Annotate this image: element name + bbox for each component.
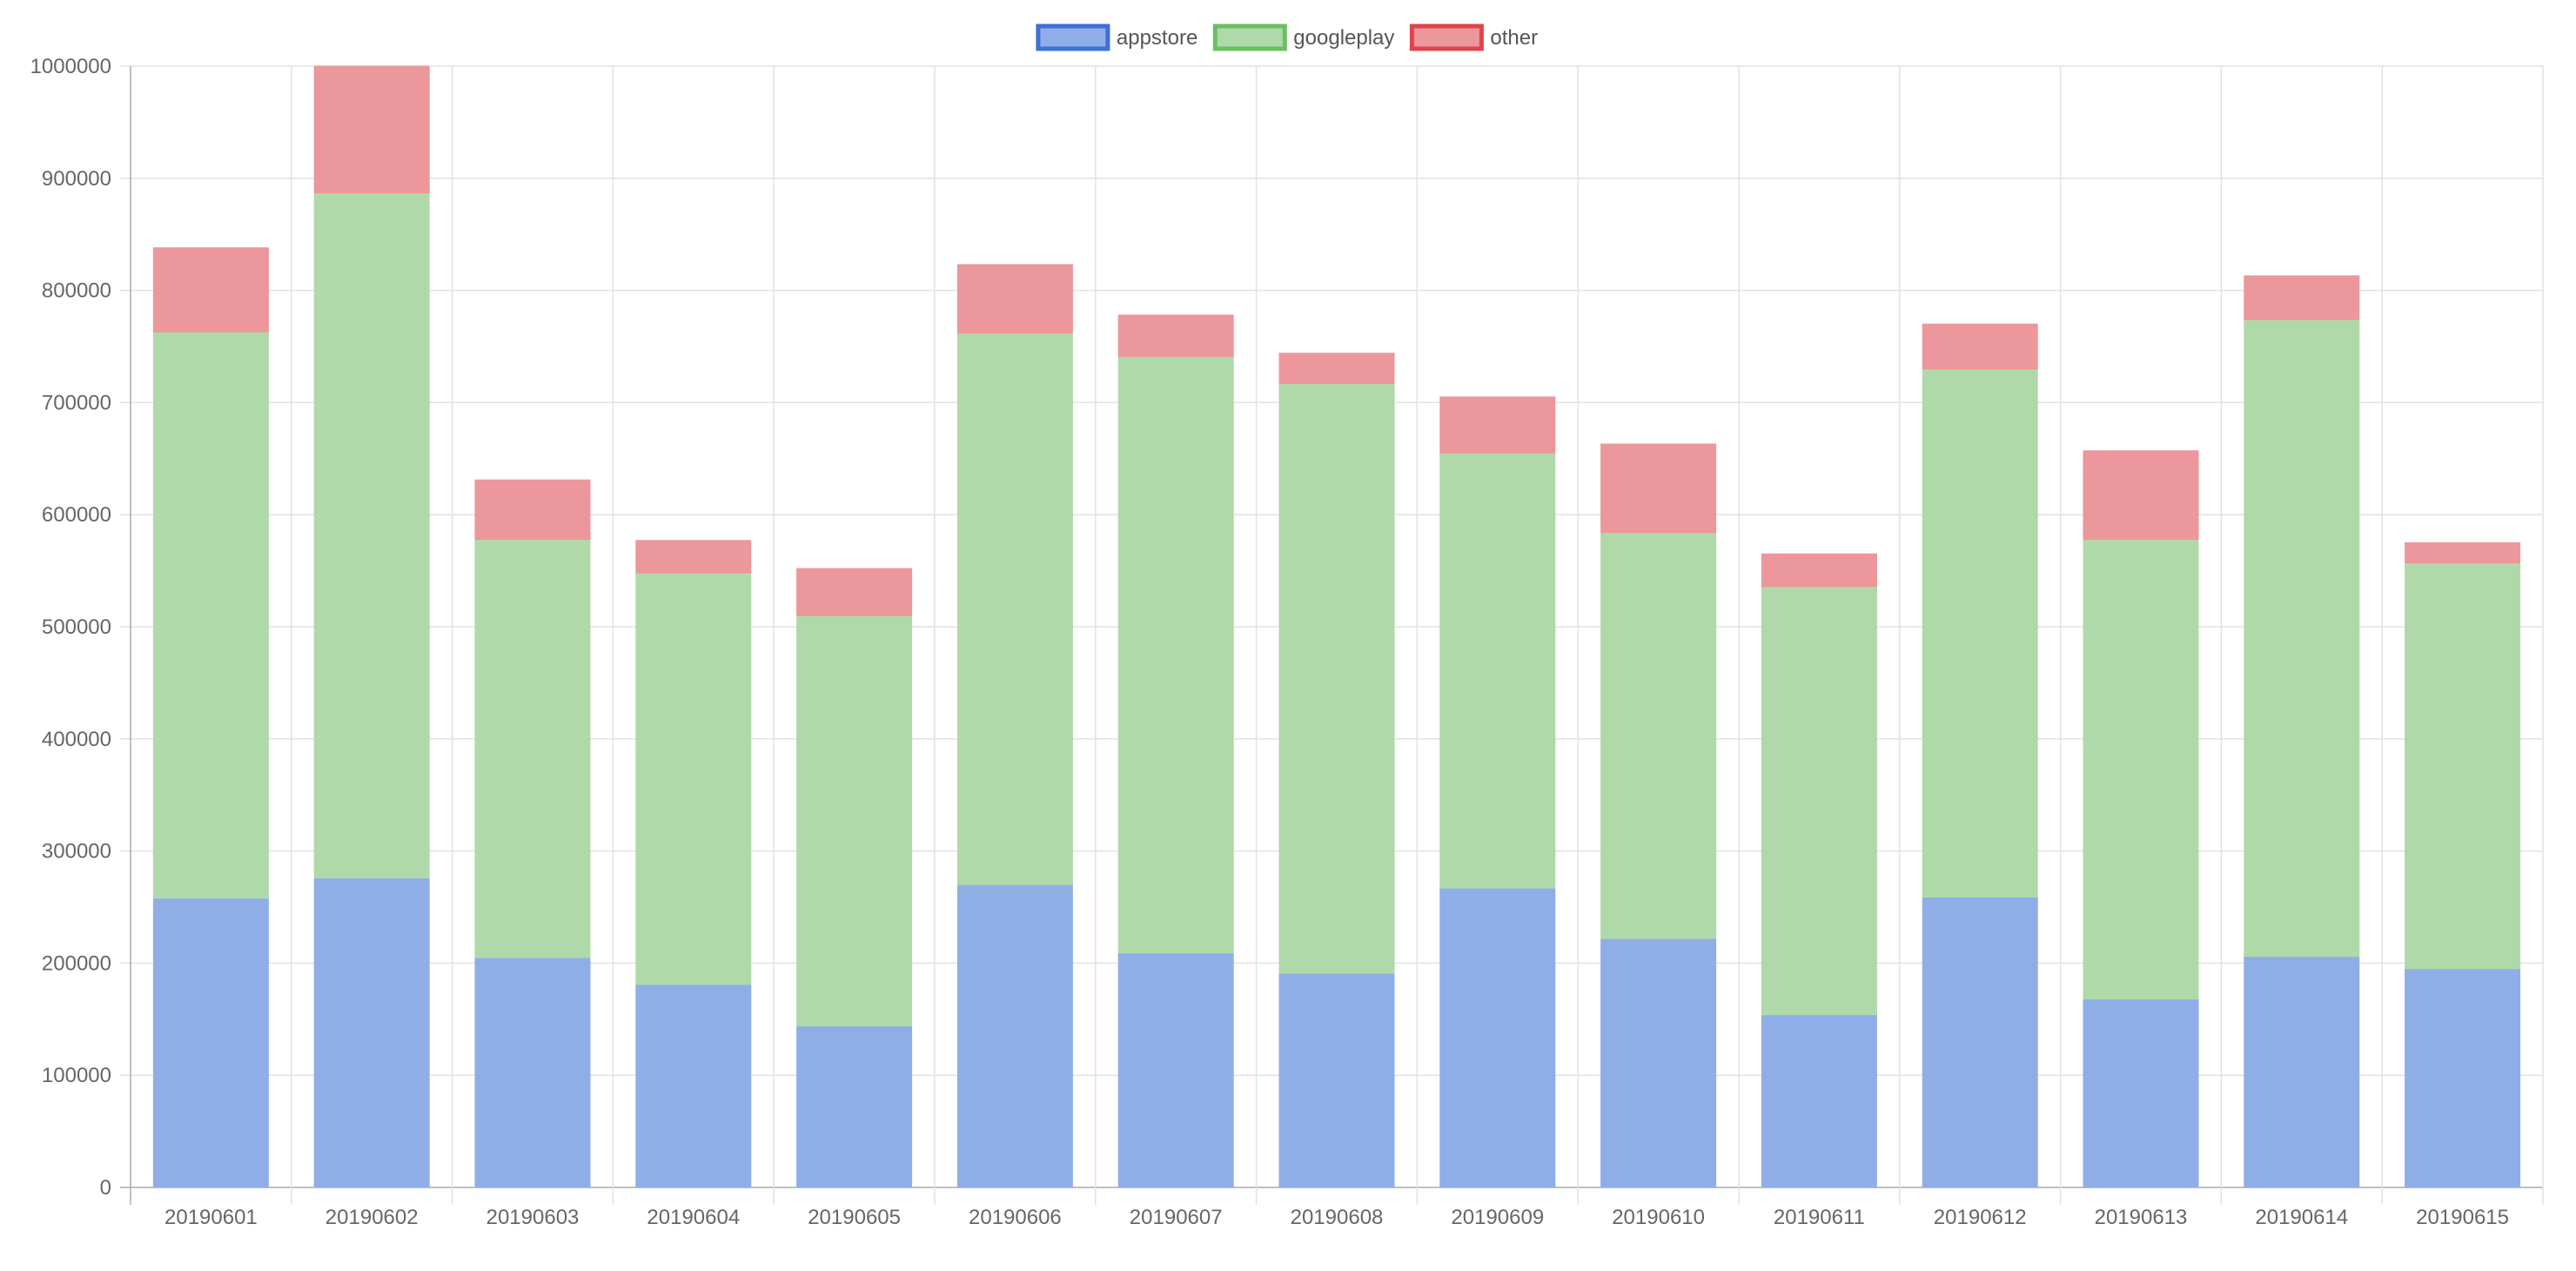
x-tick-label: 20190605 xyxy=(808,1206,901,1229)
bar-googleplay-20190602[interactable] xyxy=(313,192,430,879)
y-tick-label: 400000 xyxy=(42,728,111,751)
y-tick-label: 1000000 xyxy=(30,55,111,78)
bar-googleplay-20190614[interactable] xyxy=(2244,319,2360,958)
bar-appstore-20190608[interactable] xyxy=(1278,972,1395,1188)
legend-label: appstore xyxy=(1117,26,1197,50)
y-tick-label: 300000 xyxy=(42,840,111,864)
bar-googleplay-20190615[interactable] xyxy=(2405,562,2521,970)
bar-googleplay-20190604[interactable] xyxy=(635,572,752,985)
bar-other-20190609[interactable] xyxy=(1439,396,1556,454)
bar-googleplay-20190607[interactable] xyxy=(1117,356,1234,954)
bar-appstore-20190609[interactable] xyxy=(1439,887,1556,1188)
bar-appstore-20190603[interactable] xyxy=(474,957,591,1188)
y-tick-label: 500000 xyxy=(42,615,111,639)
bar-other-20190615[interactable] xyxy=(2405,541,2521,564)
y-tick-label: 0 xyxy=(100,1176,111,1200)
bar-appstore-20190602[interactable] xyxy=(313,878,430,1188)
legend-item-other[interactable]: other xyxy=(1409,24,1538,51)
legend-label: googleplay xyxy=(1293,26,1394,50)
x-tick-label: 20190612 xyxy=(1934,1206,2027,1229)
bar-appstore-20190610[interactable] xyxy=(1600,938,1717,1188)
bar-googleplay-20190613[interactable] xyxy=(2083,539,2199,1000)
bar-googleplay-20190609[interactable] xyxy=(1439,452,1556,889)
x-tick-label: 20190602 xyxy=(325,1206,419,1229)
bar-other-20190610[interactable] xyxy=(1600,443,1717,534)
bar-googleplay-20190610[interactable] xyxy=(1600,532,1717,939)
bar-appstore-20190604[interactable] xyxy=(635,984,752,1188)
bar-appstore-20190612[interactable] xyxy=(1922,896,2038,1188)
x-tick-label: 20190607 xyxy=(1130,1206,1223,1229)
bar-appstore-20190601[interactable] xyxy=(152,898,269,1188)
bar-googleplay-20190612[interactable] xyxy=(1922,368,2038,898)
bar-appstore-20190606[interactable] xyxy=(956,884,1073,1188)
axes: 0 100000 200000 300000 400000 500000 600000 700… xyxy=(30,55,2509,1229)
bar-googleplay-20190608[interactable] xyxy=(1278,383,1395,974)
y-tick-label: 900000 xyxy=(42,167,111,191)
bar-other-20190614[interactable] xyxy=(2244,275,2360,320)
bar-other-20190606[interactable] xyxy=(956,264,1073,334)
bar-googleplay-20190603[interactable] xyxy=(474,539,591,958)
legend-swatch xyxy=(1409,24,1484,51)
x-tick-label: 20190609 xyxy=(1451,1206,1544,1229)
legend-swatch xyxy=(1212,24,1287,51)
legend-item-appstore[interactable]: appstore xyxy=(1036,24,1197,51)
bar-googleplay-20190611[interactable] xyxy=(1761,586,1877,1016)
bar-other-20190608[interactable] xyxy=(1278,353,1395,385)
bar-other-20190605[interactable] xyxy=(796,568,913,616)
x-tick-label: 20190615 xyxy=(2416,1206,2509,1229)
bar-other-20190603[interactable] xyxy=(474,479,591,541)
bar-other-20190612[interactable] xyxy=(1922,323,2038,370)
bar-other-20190602[interactable] xyxy=(313,65,430,194)
bar-appstore-20190607[interactable] xyxy=(1117,952,1234,1188)
bar-other-20190611[interactable] xyxy=(1761,553,1877,588)
bar-appstore-20190605[interactable] xyxy=(796,1026,913,1188)
bar-appstore-20190614[interactable] xyxy=(2244,956,2360,1188)
bar-googleplay-20190606[interactable] xyxy=(956,333,1073,885)
y-tick-label: 800000 xyxy=(42,279,111,303)
bars xyxy=(152,65,2521,1188)
bar-appstore-20190615[interactable] xyxy=(2405,968,2521,1188)
x-tick-label: 20190601 xyxy=(164,1206,258,1229)
x-tick-label: 20190606 xyxy=(969,1206,1062,1229)
bar-appstore-20190613[interactable] xyxy=(2083,999,2199,1188)
y-tick-label: 600000 xyxy=(42,503,111,527)
x-tick-label: 20190613 xyxy=(2095,1206,2188,1229)
legend-label: other xyxy=(1490,26,1538,50)
x-tick-label: 20190604 xyxy=(647,1206,740,1229)
y-tick-label: 100000 xyxy=(42,1064,111,1087)
bar-appstore-20190611[interactable] xyxy=(1761,1014,1877,1188)
legend-swatch xyxy=(1036,24,1110,51)
bar-other-20190613[interactable] xyxy=(2083,450,2199,541)
x-tick-label: 20190614 xyxy=(2255,1206,2348,1229)
bar-other-20190607[interactable] xyxy=(1117,314,1234,358)
x-tick-label: 20190611 xyxy=(1774,1206,1865,1229)
x-tick-label: 20190610 xyxy=(1612,1206,1705,1229)
y-tick-label: 200000 xyxy=(42,952,111,975)
y-tick-label: 700000 xyxy=(42,391,111,414)
bar-googleplay-20190605[interactable] xyxy=(796,615,913,1027)
x-tick-label: 20190603 xyxy=(486,1206,580,1229)
bar-other-20190604[interactable] xyxy=(635,540,752,574)
legend: appstore googleplay other xyxy=(1036,24,1538,51)
bar-other-20190601[interactable] xyxy=(152,247,269,333)
x-tick-label: 20190608 xyxy=(1291,1206,1384,1229)
legend-item-googleplay[interactable]: googleplay xyxy=(1212,24,1394,51)
bar-googleplay-20190601[interactable] xyxy=(152,331,269,899)
